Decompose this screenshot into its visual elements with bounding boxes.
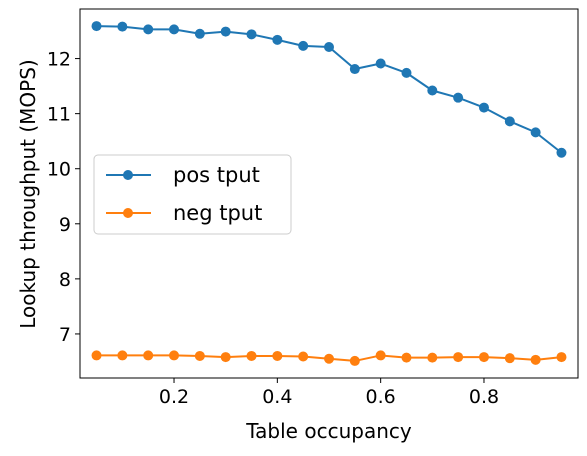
data-point-pos-tput: [117, 21, 128, 32]
legend-label-neg-tput: neg tput: [173, 201, 262, 225]
data-point-neg-tput: [375, 350, 386, 361]
data-point-pos-tput: [272, 34, 283, 45]
data-point-neg-tput: [427, 352, 438, 363]
x-axis-label: Table occupancy: [245, 419, 412, 443]
data-point-neg-tput: [556, 352, 567, 363]
data-point-neg-tput: [246, 350, 257, 361]
data-point-neg-tput: [478, 352, 489, 363]
data-point-neg-tput: [143, 350, 154, 361]
legend-marker-pos-tput: [123, 170, 133, 180]
data-point-pos-tput: [143, 24, 154, 35]
legend: pos tput neg tput: [93, 154, 292, 235]
data-point-neg-tput: [504, 353, 515, 364]
data-point-neg-tput: [401, 352, 412, 363]
y-tick-label: 7: [59, 324, 71, 346]
data-point-neg-tput: [91, 350, 102, 361]
legend-label-pos-tput: pos tput: [173, 163, 260, 187]
y-tick-label: 9: [59, 214, 71, 236]
data-point-pos-tput: [530, 127, 541, 138]
y-tick-label: 10: [47, 159, 71, 181]
data-point-neg-tput: [169, 350, 180, 361]
x-tick-label: 0.2: [159, 386, 189, 408]
data-point-pos-tput: [220, 26, 231, 37]
data-point-neg-tput: [298, 351, 309, 362]
data-point-neg-tput: [453, 352, 464, 363]
data-point-pos-tput: [298, 40, 309, 51]
x-tick-label: 0.4: [262, 386, 292, 408]
data-point-neg-tput: [324, 353, 334, 364]
data-point-pos-tput: [324, 42, 334, 53]
y-axis-ticks: 7 8 9 10 11 12: [47, 49, 80, 346]
data-point-neg-tput: [220, 352, 231, 363]
data-point-neg-tput: [194, 350, 205, 361]
data-point-pos-tput: [504, 116, 515, 127]
x-tick-label: 0.8: [469, 386, 499, 408]
data-point-neg-tput: [530, 354, 541, 365]
data-point-pos-tput: [349, 64, 360, 75]
data-point-pos-tput: [169, 24, 180, 35]
data-point-pos-tput: [91, 21, 102, 32]
data-point-pos-tput: [453, 92, 464, 103]
data-point-pos-tput: [401, 67, 412, 78]
data-point-neg-tput: [117, 350, 128, 361]
y-axis-label: Lookup throughput (MOPS): [16, 59, 40, 328]
data-point-neg-tput: [272, 350, 283, 361]
data-point-pos-tput: [194, 28, 205, 39]
data-point-pos-tput: [375, 58, 386, 69]
data-point-pos-tput: [478, 102, 489, 113]
data-point-neg-tput: [349, 355, 360, 366]
y-tick-label: 11: [47, 104, 71, 126]
y-tick-label: 8: [59, 269, 71, 291]
data-point-pos-tput: [427, 85, 438, 96]
x-axis-ticks: 0.2 0.4 0.6 0.8: [159, 378, 499, 408]
data-point-pos-tput: [246, 29, 257, 40]
data-point-pos-tput: [556, 147, 567, 158]
legend-marker-neg-tput: [123, 208, 133, 218]
y-tick-label: 12: [47, 49, 71, 71]
x-tick-label: 0.6: [366, 386, 396, 408]
series-layer: [91, 21, 567, 366]
